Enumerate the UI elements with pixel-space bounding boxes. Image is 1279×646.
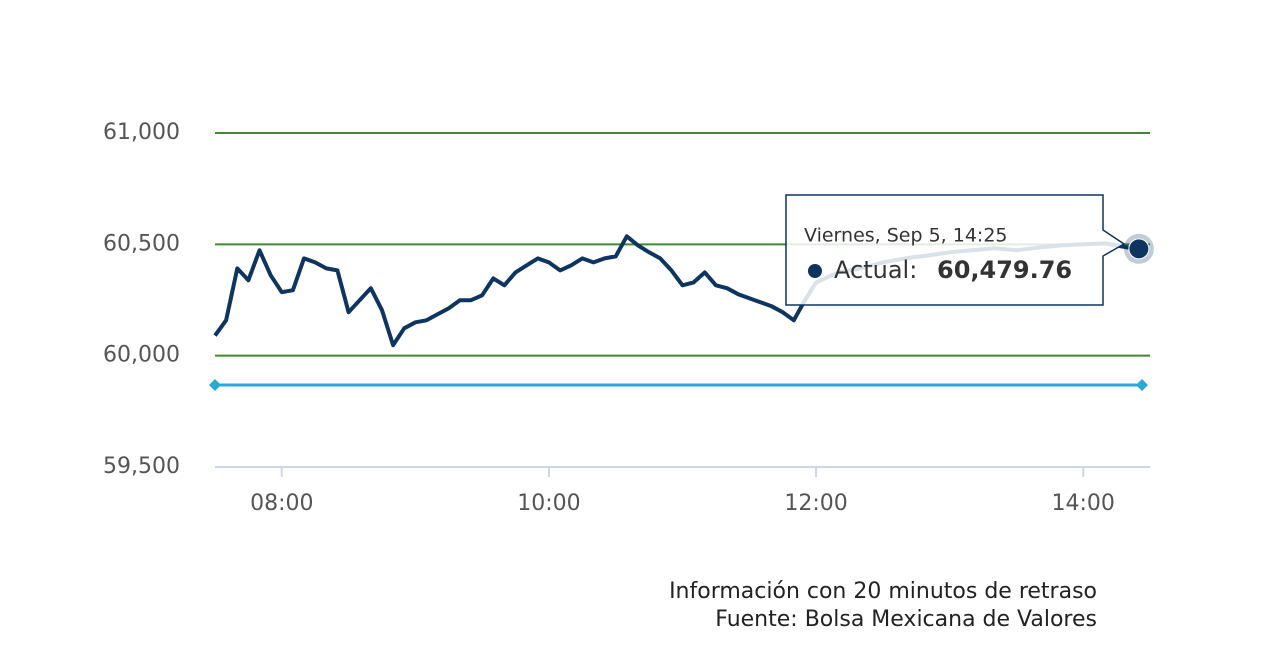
x-tick-label: 10:00 (517, 491, 580, 516)
y-tick-label: 59,500 (103, 454, 180, 479)
tooltip-value: 60,479.76 (937, 256, 1072, 284)
note: Fuente: Bolsa Mexicana de Valores (715, 607, 1097, 632)
note: Información con 20 minutos de retraso (669, 579, 1097, 604)
tooltip: Viernes, Sep 5, 14:25 Actual: 60,479.76 (785, 194, 1126, 306)
x-tick-label: 14:00 (1052, 491, 1115, 516)
tooltip-box (785, 194, 1126, 306)
tooltip-label: Actual: (834, 256, 917, 284)
reference-marker (1136, 379, 1148, 392)
x-tick-label: 08:00 (250, 491, 313, 516)
reference-marker (209, 379, 221, 392)
hover-marker (1128, 238, 1150, 260)
x-tick-label: 12:00 (784, 491, 847, 516)
y-tick-label: 60,000 (103, 343, 180, 368)
tooltip-header: Viernes, Sep 5, 14:25 (804, 225, 1008, 247)
y-tick-label: 60,500 (103, 231, 180, 256)
tooltip-bullet (808, 264, 822, 278)
y-tick-label: 61,000 (103, 120, 180, 145)
